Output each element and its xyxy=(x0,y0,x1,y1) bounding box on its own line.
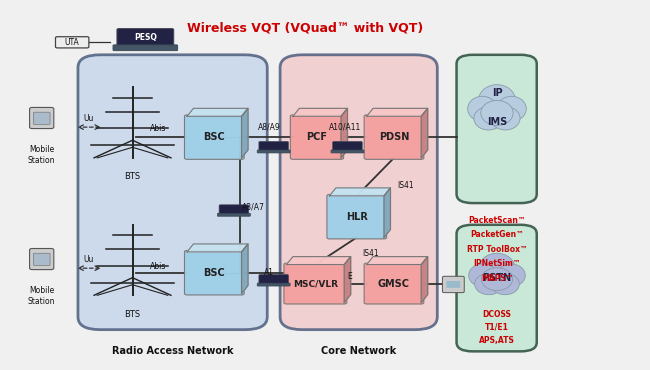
Text: Mobile
Station: Mobile Station xyxy=(28,145,55,165)
FancyBboxPatch shape xyxy=(364,115,424,159)
Text: UTA: UTA xyxy=(65,38,79,47)
Text: BTS: BTS xyxy=(124,310,140,319)
FancyBboxPatch shape xyxy=(33,112,50,124)
Polygon shape xyxy=(242,108,248,158)
FancyBboxPatch shape xyxy=(364,263,424,304)
Text: DCOSS: DCOSS xyxy=(482,310,512,319)
Polygon shape xyxy=(187,244,248,252)
FancyBboxPatch shape xyxy=(30,249,54,270)
Polygon shape xyxy=(344,257,350,303)
Polygon shape xyxy=(293,108,348,116)
Text: Uu: Uu xyxy=(84,114,94,123)
Text: MSC/VLR: MSC/VLR xyxy=(293,279,338,288)
Polygon shape xyxy=(341,108,348,158)
FancyBboxPatch shape xyxy=(327,194,387,239)
Text: A10/A11: A10/A11 xyxy=(330,122,361,131)
FancyBboxPatch shape xyxy=(259,275,289,285)
FancyBboxPatch shape xyxy=(78,55,267,330)
Ellipse shape xyxy=(468,96,497,121)
FancyBboxPatch shape xyxy=(447,281,460,288)
Polygon shape xyxy=(367,108,428,116)
FancyBboxPatch shape xyxy=(333,142,362,152)
Ellipse shape xyxy=(491,107,520,130)
FancyBboxPatch shape xyxy=(30,107,54,128)
Text: PCF: PCF xyxy=(307,132,328,142)
FancyBboxPatch shape xyxy=(284,263,347,304)
Ellipse shape xyxy=(479,253,515,282)
Polygon shape xyxy=(242,244,248,293)
Text: Core Network: Core Network xyxy=(321,346,396,356)
Text: BSC: BSC xyxy=(203,132,225,142)
FancyBboxPatch shape xyxy=(33,253,50,265)
Text: E: E xyxy=(347,272,352,281)
Ellipse shape xyxy=(481,101,513,125)
FancyBboxPatch shape xyxy=(280,55,437,330)
Text: Wireless VQT (VQuad™ with VQT): Wireless VQT (VQuad™ with VQT) xyxy=(187,21,423,34)
Ellipse shape xyxy=(491,273,519,295)
FancyBboxPatch shape xyxy=(456,225,537,352)
FancyBboxPatch shape xyxy=(257,283,290,286)
Text: GMSC: GMSC xyxy=(378,279,410,289)
FancyBboxPatch shape xyxy=(443,276,464,293)
Ellipse shape xyxy=(474,107,503,130)
Text: Abis: Abis xyxy=(150,262,166,271)
FancyBboxPatch shape xyxy=(117,28,174,48)
Polygon shape xyxy=(384,188,391,238)
Text: PSTN: PSTN xyxy=(482,273,512,283)
Text: PESQ: PESQ xyxy=(134,33,157,42)
Polygon shape xyxy=(421,108,428,158)
FancyBboxPatch shape xyxy=(259,142,289,152)
Text: MAPS™: MAPS™ xyxy=(481,273,513,283)
FancyBboxPatch shape xyxy=(218,213,250,216)
Text: IMS: IMS xyxy=(487,117,507,127)
FancyBboxPatch shape xyxy=(219,205,249,215)
Ellipse shape xyxy=(478,85,515,116)
Ellipse shape xyxy=(482,268,513,290)
Text: A8/A9: A8/A9 xyxy=(258,122,281,131)
Text: Radio Access Network: Radio Access Network xyxy=(112,346,233,356)
Ellipse shape xyxy=(474,273,503,295)
FancyBboxPatch shape xyxy=(55,37,89,48)
Polygon shape xyxy=(287,257,350,265)
Polygon shape xyxy=(330,188,391,196)
Text: T1/E1: T1/E1 xyxy=(485,323,509,332)
Text: A3/A7: A3/A7 xyxy=(242,202,265,211)
Ellipse shape xyxy=(497,264,525,287)
FancyBboxPatch shape xyxy=(291,115,344,159)
FancyBboxPatch shape xyxy=(331,150,364,153)
FancyBboxPatch shape xyxy=(257,150,290,153)
Text: IS41: IS41 xyxy=(362,249,379,258)
Text: APS,ATS: APS,ATS xyxy=(479,336,515,345)
Polygon shape xyxy=(421,257,428,303)
FancyBboxPatch shape xyxy=(185,250,244,295)
Polygon shape xyxy=(367,257,428,265)
Text: IP: IP xyxy=(491,88,502,98)
Text: BTS: BTS xyxy=(124,172,140,181)
FancyBboxPatch shape xyxy=(185,115,244,159)
Text: A1: A1 xyxy=(264,268,274,276)
Text: RTP ToolBox™: RTP ToolBox™ xyxy=(467,245,527,254)
Text: BSC: BSC xyxy=(203,268,225,278)
Text: Mobile
Station: Mobile Station xyxy=(28,286,55,306)
Ellipse shape xyxy=(469,264,497,287)
Text: Uu: Uu xyxy=(84,255,94,264)
Text: PacketGen™: PacketGen™ xyxy=(470,230,524,239)
Ellipse shape xyxy=(497,96,526,121)
FancyBboxPatch shape xyxy=(456,55,537,203)
Text: PDSN: PDSN xyxy=(379,132,409,142)
Text: IS41: IS41 xyxy=(397,181,413,189)
Text: PacketScan™: PacketScan™ xyxy=(468,216,526,225)
Text: Abis: Abis xyxy=(150,124,166,132)
Text: IPNetSim™: IPNetSim™ xyxy=(473,259,521,268)
FancyBboxPatch shape xyxy=(113,45,177,51)
Text: HLR: HLR xyxy=(346,212,368,222)
Polygon shape xyxy=(187,108,248,116)
